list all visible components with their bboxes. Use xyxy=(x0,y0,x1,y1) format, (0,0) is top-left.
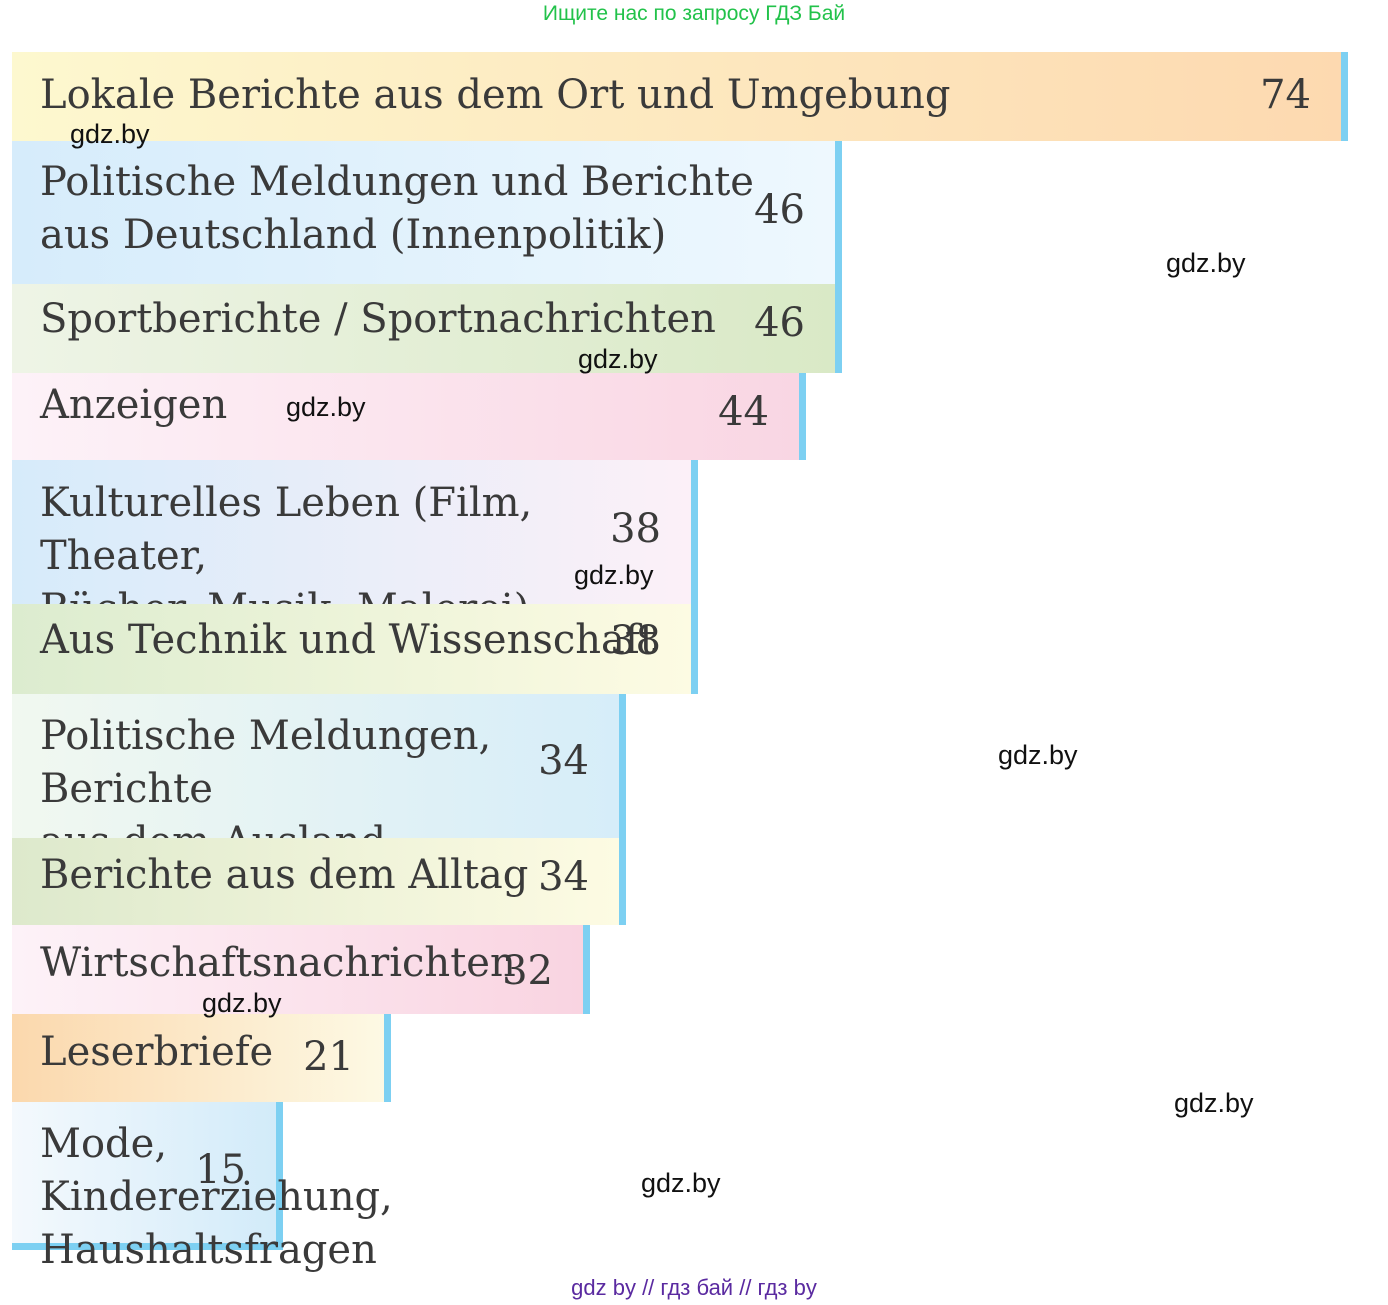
bar-10: Leserbriefe 21 xyxy=(12,1014,391,1102)
footer-text: gdz by // гдз бай // гдз by xyxy=(571,1275,817,1300)
bar-label: Aus Technik und Wissenschaft xyxy=(40,617,656,663)
bar-label: Berichte aus dem Alltag xyxy=(40,852,529,898)
bar-value-label: 32 xyxy=(502,948,553,994)
bar-label: Anzeigen xyxy=(40,382,228,428)
bar-value-label: 38 xyxy=(610,506,661,552)
watermark: gdz.by xyxy=(998,740,1078,770)
bar-value-label: 34 xyxy=(538,854,589,900)
bar-11: Mode, Kindererziehung, Haushaltsfragen 15 xyxy=(12,1102,393,1273)
bar-9: Wirtschaftsnachrichten 32 xyxy=(12,925,590,1014)
bar-label: Politische Meldungen und Berichte aus De… xyxy=(40,159,754,258)
bar-6: Aus Technik und Wissenschaft 38 xyxy=(12,604,698,694)
bar-value-label: 46 xyxy=(754,300,805,346)
watermark: gdz.by xyxy=(1166,248,1246,278)
watermark: gdz.by xyxy=(70,119,150,149)
bar-4: Anzeigen 44 xyxy=(12,373,806,460)
bar-value-label: 34 xyxy=(538,738,589,784)
bar-value-label: 15 xyxy=(195,1147,246,1193)
bar-1: Lokale Berichte aus dem Ort und Umgebung… xyxy=(12,52,1348,141)
bar-8: Berichte aus dem Alltag 34 xyxy=(12,838,626,925)
bar-3: Sportberichte / Sportnachrichten 46 xyxy=(12,284,842,373)
bar-value-label: 38 xyxy=(610,618,661,664)
top-banner: Ищите нас по запросу ГДЗ Бай xyxy=(542,2,846,25)
bar-value-label: 44 xyxy=(718,389,769,435)
bar-7: Politische Meldungen, Berichte aus dem A… xyxy=(12,694,626,918)
watermark: gdz.by xyxy=(574,560,654,590)
bar-label: Sportberichte / Sportnachrichten xyxy=(40,296,716,342)
bar-label: Leserbriefe xyxy=(40,1029,274,1075)
watermark: gdz.by xyxy=(286,392,366,422)
watermark: gdz.by xyxy=(641,1168,721,1198)
watermark: gdz.by xyxy=(578,344,658,374)
bar-label: Wirtschaftsnachrichten xyxy=(40,940,516,986)
watermark: gdz.by xyxy=(202,988,282,1018)
watermark: gdz.by xyxy=(1174,1088,1254,1118)
bar-2: Politische Meldungen und Berichte aus De… xyxy=(12,141,842,284)
bar-5: Kulturelles Leben (Film, Theater, Bücher… xyxy=(12,460,698,632)
bar-label: Lokale Berichte aus dem Ort und Umgebung xyxy=(40,72,951,118)
bar-label: Mode, Kindererziehung, Haushaltsfragen xyxy=(40,1121,393,1273)
bar-value-label: 21 xyxy=(303,1034,354,1080)
bar-value-label: 74 xyxy=(1260,72,1311,118)
bar-value-label: 46 xyxy=(754,187,805,233)
